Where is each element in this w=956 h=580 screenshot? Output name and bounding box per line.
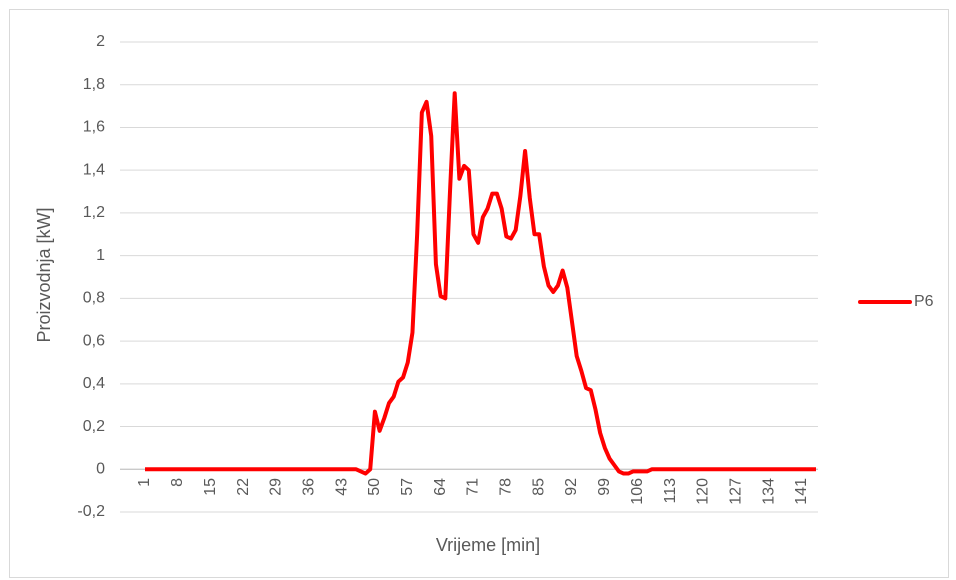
y-tick-label: 0,6 [83, 332, 105, 349]
legend-label: P6 [914, 293, 934, 310]
x-tick-label: 22 [235, 478, 252, 496]
x-tick-label: 64 [432, 478, 449, 496]
x-tick-label: 120 [695, 478, 712, 505]
x-tick-label: 1 [136, 478, 153, 487]
x-tick-label: 71 [465, 478, 482, 496]
x-tick-label: 141 [793, 478, 810, 505]
y-tick-label: 1,8 [83, 76, 105, 93]
x-tick-label: 92 [563, 478, 580, 496]
y-tick-label: 1,6 [83, 119, 105, 136]
x-tick-label: 106 [629, 478, 646, 505]
x-tick-label: 15 [202, 478, 219, 496]
x-tick-label: 8 [169, 478, 186, 487]
x-tick-label: 57 [399, 478, 416, 496]
y-tick-label: -0,2 [77, 503, 105, 520]
x-tick-label: 127 [727, 478, 744, 505]
x-tick-label: 36 [300, 478, 317, 496]
x-tick-label: 29 [268, 478, 285, 496]
y-tick-label: 0,4 [83, 375, 105, 392]
y-axis-title: Proizvodnja [kW] [34, 207, 54, 342]
y-tick-label: 0 [96, 460, 105, 477]
y-tick-label: 1,2 [83, 204, 105, 221]
x-tick-label: 78 [498, 478, 515, 496]
chart-border [9, 9, 949, 578]
x-axis-title: Vrijeme [min] [436, 535, 540, 555]
y-tick-label: 0,2 [83, 418, 105, 435]
x-tick-label: 50 [366, 478, 383, 496]
data-line [145, 91, 816, 476]
x-tick-label: 43 [333, 478, 350, 496]
y-tick-label: 1 [96, 247, 105, 264]
x-tick-label: 85 [530, 478, 547, 496]
y-tick-label: 1,4 [83, 161, 105, 178]
x-tick-label: 113 [662, 478, 679, 504]
x-tick-label: 134 [760, 478, 777, 505]
y-tick-label: 0,8 [83, 290, 105, 307]
y-tick-label: 2 [96, 33, 105, 50]
x-tick-label: 99 [596, 478, 613, 496]
